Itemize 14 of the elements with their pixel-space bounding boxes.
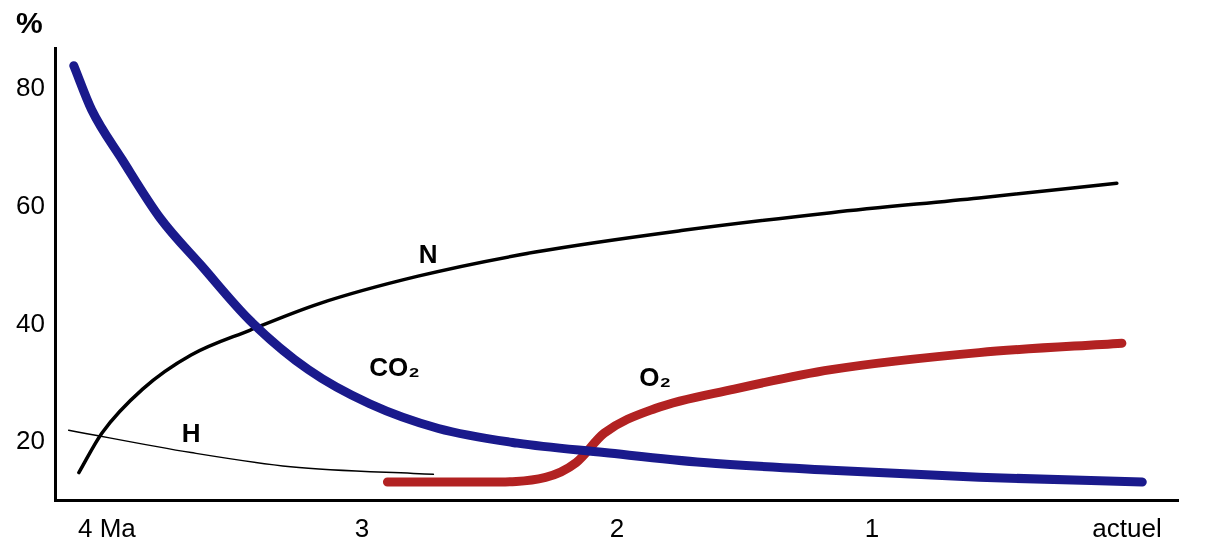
x-tick-label: actuel (1092, 512, 1162, 543)
x-tick-label: 1 (864, 512, 880, 543)
y-tick-label: 60 (16, 189, 45, 220)
y-tick-label: 40 (16, 307, 45, 338)
series-label: CO₂ (369, 351, 420, 382)
series-label: N (418, 239, 438, 270)
y-tick-label: 20 (16, 425, 45, 456)
series-label: O₂ (639, 361, 672, 392)
x-tick-label: 2 (609, 512, 625, 543)
x-tick-label: 3 (354, 512, 370, 543)
x-tick-label: 4 Ma (78, 512, 137, 543)
y-tick-label: 80 (16, 72, 45, 103)
series-label: H (181, 417, 201, 448)
y-axis-title: % (16, 6, 43, 40)
